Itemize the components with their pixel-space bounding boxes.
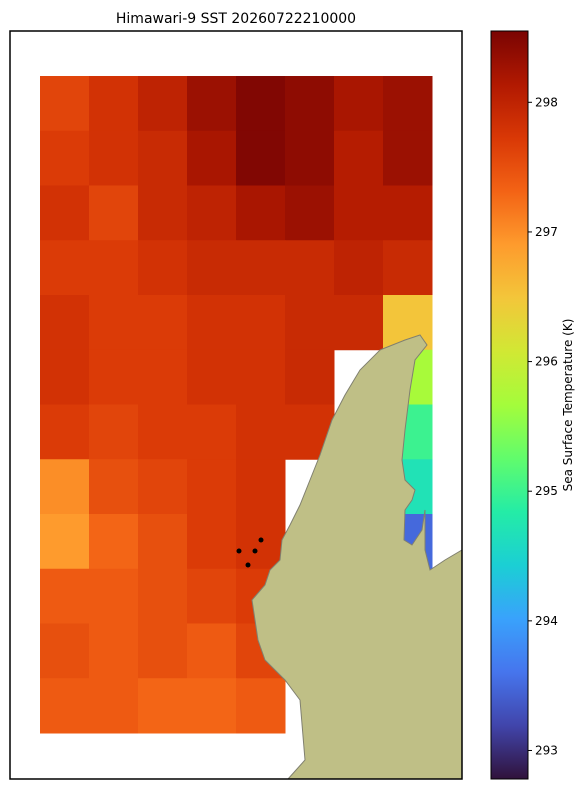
- sst-cell: [285, 349, 335, 405]
- sst-cell: [89, 240, 139, 296]
- sst-cell: [383, 130, 433, 186]
- sst-cell: [187, 404, 237, 460]
- sst-cell: [236, 185, 286, 241]
- sst-cell: [236, 349, 286, 405]
- sst-cell: [89, 459, 139, 515]
- sst-cell: [187, 678, 237, 734]
- sst-cell: [89, 76, 139, 132]
- sst-cell: [40, 459, 90, 515]
- sst-cell: [236, 295, 286, 351]
- colorbar-tick-label: 294: [535, 614, 558, 628]
- colorbar-tick-label: 298: [535, 95, 558, 109]
- sst-cell: [138, 349, 188, 405]
- sst-cell: [138, 623, 188, 679]
- sst-cell: [187, 514, 237, 570]
- sst-cell: [40, 623, 90, 679]
- sst-cell: [40, 185, 90, 241]
- sst-cell: [40, 130, 90, 186]
- sst-cell: [383, 185, 433, 241]
- sst-cell: [89, 404, 139, 460]
- sst-cell: [187, 295, 237, 351]
- sst-cell: [138, 514, 188, 570]
- sst-cell: [40, 568, 90, 624]
- sst-cell: [40, 404, 90, 460]
- sst-cell: [187, 185, 237, 241]
- sst-cell: [285, 295, 335, 351]
- sst-cell: [138, 130, 188, 186]
- sst-cell: [89, 514, 139, 570]
- sst-cell: [383, 240, 433, 296]
- sst-cell: [383, 76, 433, 132]
- sst-cell: [285, 240, 335, 296]
- sst-cell: [187, 240, 237, 296]
- sst-cell: [334, 76, 384, 132]
- sst-cell: [89, 568, 139, 624]
- sst-cell: [89, 130, 139, 186]
- sst-cell: [40, 514, 90, 570]
- sst-cell: [138, 568, 188, 624]
- sst-cell: [285, 185, 335, 241]
- sst-cell: [138, 76, 188, 132]
- sst-cell: [236, 130, 286, 186]
- sst-cell: [187, 349, 237, 405]
- sst-cell: [89, 623, 139, 679]
- sst-cell: [334, 295, 384, 351]
- sst-cell: [40, 295, 90, 351]
- sst-cell: [285, 130, 335, 186]
- sst-cell: [236, 240, 286, 296]
- colorbar: [490, 30, 529, 780]
- sst-cell: [285, 76, 335, 132]
- sst-cell: [236, 678, 286, 734]
- sst-cell: [40, 240, 90, 296]
- sst-cell: [40, 76, 90, 132]
- sst-cell: [334, 130, 384, 186]
- sst-cell: [89, 295, 139, 351]
- sst-cell: [40, 349, 90, 405]
- sst-cell: [334, 185, 384, 241]
- sst-cell: [138, 185, 188, 241]
- sst-cell: [89, 678, 139, 734]
- colorbar-label: Sea Surface Temperature (K): [561, 319, 575, 492]
- sst-cell: [236, 404, 286, 460]
- colorbar-tick-label: 297: [535, 225, 558, 239]
- sst-cell: [187, 623, 237, 679]
- sst-cell: [187, 459, 237, 515]
- sst-cell: [138, 295, 188, 351]
- sst-cell: [334, 240, 384, 296]
- sst-cell: [187, 568, 237, 624]
- colorbar-tick-label: 296: [535, 355, 558, 369]
- sst-cell: [187, 130, 237, 186]
- land: [251, 334, 463, 780]
- sst-cell: [138, 459, 188, 515]
- sst-cell: [138, 678, 188, 734]
- chart-title: Himawari-9 SST 20260722210000: [116, 11, 356, 27]
- colorbar-tick-label: 293: [535, 743, 558, 757]
- sst-cell: [187, 76, 237, 132]
- sst-cell: [138, 240, 188, 296]
- station-dots: [236, 537, 264, 568]
- sst-cell: [236, 459, 286, 515]
- colorbar-tick-label: 295: [535, 484, 558, 498]
- sst-cell: [236, 76, 286, 132]
- sst-cell: [40, 678, 90, 734]
- sst-cell: [138, 404, 188, 460]
- sst-cell: [89, 185, 139, 241]
- map-frame: [9, 30, 463, 780]
- sst-cell: [89, 349, 139, 405]
